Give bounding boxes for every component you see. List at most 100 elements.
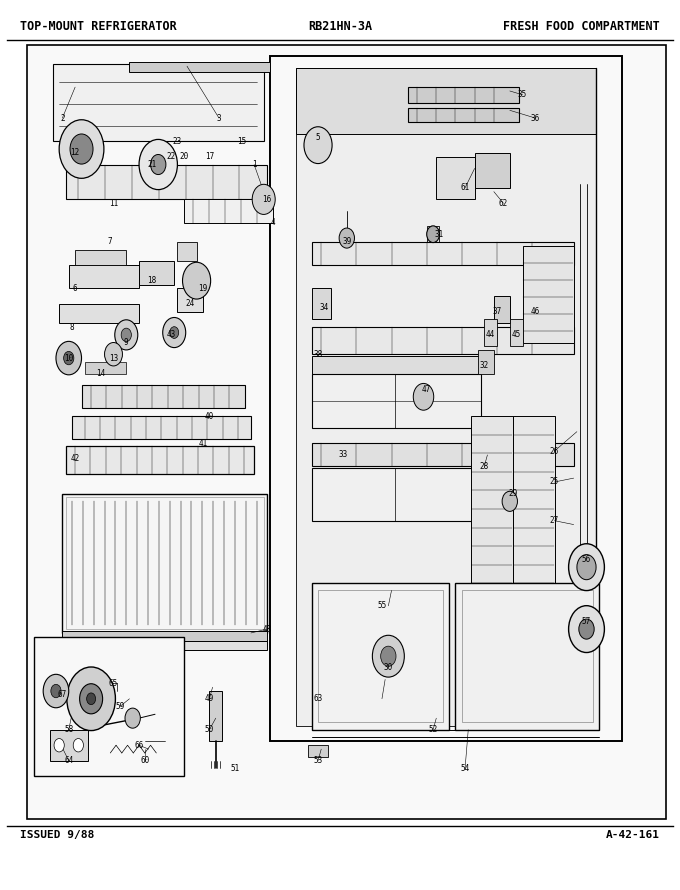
Text: 32: 32 [479,361,489,370]
Text: 35: 35 [518,90,527,100]
Bar [177,288,203,312]
Text: 36: 36 [530,114,540,123]
Bar [513,417,554,610]
Text: 26: 26 [550,447,559,456]
Bar [177,242,197,262]
Bar [494,296,510,323]
Bar [129,61,270,71]
Bar [407,108,520,122]
Text: 10: 10 [64,353,73,362]
Circle shape [579,619,594,639]
Bar [65,165,267,199]
Text: 21: 21 [147,160,156,169]
Circle shape [44,675,69,708]
Bar [65,498,264,629]
Text: 64: 64 [64,756,73,765]
Text: 14: 14 [96,369,105,378]
Text: 40: 40 [205,412,214,421]
Bar [478,351,494,374]
Text: 16: 16 [262,195,271,204]
Bar [311,374,481,428]
Text: 47: 47 [422,384,431,393]
Bar [427,226,439,242]
Text: 49: 49 [205,694,214,703]
Text: 46: 46 [530,307,540,316]
Text: 51: 51 [231,764,239,773]
Circle shape [80,684,103,714]
Text: 18: 18 [147,276,156,285]
Circle shape [105,343,122,366]
Bar [522,246,574,343]
Text: 25: 25 [550,477,559,487]
Circle shape [64,352,74,365]
Bar [209,691,222,741]
Bar [53,64,264,142]
Bar [59,303,139,323]
Text: 7: 7 [108,238,113,247]
Text: 3: 3 [217,114,221,123]
Text: 22: 22 [167,152,175,161]
Text: 62: 62 [498,198,508,207]
Text: 33: 33 [339,450,348,459]
Text: 41: 41 [199,439,207,448]
Text: 67: 67 [58,691,67,700]
Bar [270,56,622,741]
Text: 29: 29 [509,490,517,498]
Text: 28: 28 [479,462,489,471]
Bar [309,745,328,756]
Circle shape [56,342,82,375]
Bar [311,468,481,521]
Text: 2: 2 [60,114,65,123]
Bar [85,362,126,374]
Text: 39: 39 [342,238,352,247]
Text: TOP-MOUNT REFRIGERATOR: TOP-MOUNT REFRIGERATOR [20,20,177,33]
Text: 23: 23 [173,137,182,146]
Bar [63,631,267,641]
Text: 50: 50 [205,725,214,734]
Text: 53: 53 [313,756,323,765]
Text: 45: 45 [511,330,521,339]
Text: 56: 56 [582,554,591,564]
Text: 19: 19 [199,284,207,293]
Circle shape [339,228,354,248]
Circle shape [252,184,275,214]
Circle shape [373,635,405,677]
Text: 31: 31 [435,230,444,239]
Circle shape [413,384,434,410]
Bar [471,417,513,610]
Text: 6: 6 [73,284,78,293]
Circle shape [304,126,332,164]
Text: 37: 37 [492,307,502,316]
Text: 38: 38 [313,350,323,359]
Bar [139,262,174,285]
Bar [311,328,574,354]
Circle shape [59,120,104,178]
Text: 27: 27 [550,516,559,525]
Bar [72,417,251,440]
Bar [63,641,267,650]
Circle shape [568,544,605,591]
Bar [69,265,139,288]
Text: 48: 48 [262,625,271,634]
Text: ISSUED 9/88: ISSUED 9/88 [20,830,95,840]
Bar [65,446,254,474]
Circle shape [182,263,211,299]
Bar [75,250,126,265]
Bar [407,87,520,102]
Bar [27,44,666,819]
Bar [33,637,184,776]
Text: 60: 60 [141,756,150,765]
Bar [296,68,596,134]
Bar [456,583,599,730]
Text: 59: 59 [115,702,124,711]
Text: 15: 15 [237,137,246,146]
Text: 12: 12 [71,149,80,158]
Text: 1: 1 [252,160,256,169]
Bar [311,288,330,320]
Bar [311,242,574,265]
Text: 58: 58 [64,725,73,734]
Circle shape [125,708,140,728]
Text: A-42-161: A-42-161 [606,830,660,840]
Text: 4: 4 [271,218,275,227]
Circle shape [51,684,61,698]
